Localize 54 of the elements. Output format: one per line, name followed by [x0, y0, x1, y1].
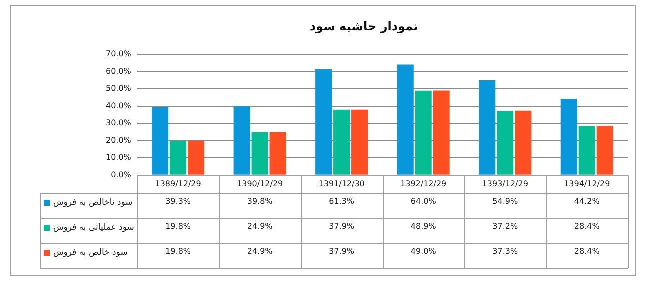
data-label: 37.9%	[329, 222, 355, 231]
y-tick-label: 30.0%	[106, 118, 132, 128]
data-label: 24.9%	[247, 246, 274, 256]
y-tick-label: 0.0%	[111, 170, 132, 180]
data-label: 28.4%	[574, 222, 600, 231]
y-tick-label: 10.0%	[106, 153, 132, 162]
bar	[497, 111, 514, 175]
data-label: 48.9%	[410, 222, 437, 231]
bar	[152, 107, 169, 175]
bar	[415, 90, 432, 175]
bar	[560, 98, 578, 175]
bar	[515, 110, 532, 175]
legend-label: سود ناخالص به فروش	[53, 198, 133, 208]
y-tick-label: 70.0%	[106, 49, 132, 58]
y-tick-label: 60.0%	[106, 66, 132, 76]
data-label: 37.2%	[492, 222, 518, 231]
data-label: 24.9%	[247, 222, 274, 231]
data-label: 54.9%	[492, 196, 518, 206]
bar	[397, 64, 414, 175]
bar	[252, 132, 268, 175]
x-tick-label: 1389/12/29	[155, 179, 202, 188]
data-label: 61.3%	[329, 196, 355, 206]
bar	[479, 80, 496, 175]
data-label: 44.2%	[574, 196, 600, 206]
bar	[596, 126, 614, 175]
y-tick-label: 20.0%	[106, 136, 132, 145]
bar	[433, 90, 450, 175]
bar	[234, 106, 250, 175]
x-tick-label: 1394/12/29	[564, 179, 610, 188]
data-label: 19.8%	[166, 222, 192, 231]
legend-label: سود عملیاتی به فروش	[53, 223, 134, 234]
x-tick-label: 1392/12/29	[400, 179, 447, 188]
bar	[578, 126, 596, 175]
data-label: 39.3%	[166, 196, 192, 206]
x-tick-label: 1391/12/30	[318, 179, 365, 188]
data-label: 19.8%	[166, 246, 192, 256]
x-tick-label: 1393/12/29	[482, 179, 528, 188]
chart-title: نمودار حاشیه سود	[310, 19, 418, 34]
data-label: 64.0%	[410, 196, 437, 206]
legend-label: سود خالص به فروش	[53, 248, 128, 258]
bar	[270, 132, 286, 175]
bar	[334, 110, 350, 175]
data-label: 37.9%	[329, 246, 355, 256]
data-label: 28.4%	[574, 246, 600, 256]
bar	[188, 141, 205, 175]
x-tick-label: 1390/12/29	[237, 179, 284, 188]
bar	[316, 69, 332, 175]
bar	[170, 141, 187, 175]
data-label: 37.3%	[492, 246, 518, 256]
data-label: 49.0%	[410, 246, 437, 256]
bar	[352, 110, 368, 175]
y-tick-label: 50.0%	[106, 84, 132, 94]
data-label: 39.8%	[247, 196, 274, 206]
y-tick-label: 40.0%	[106, 101, 132, 110]
